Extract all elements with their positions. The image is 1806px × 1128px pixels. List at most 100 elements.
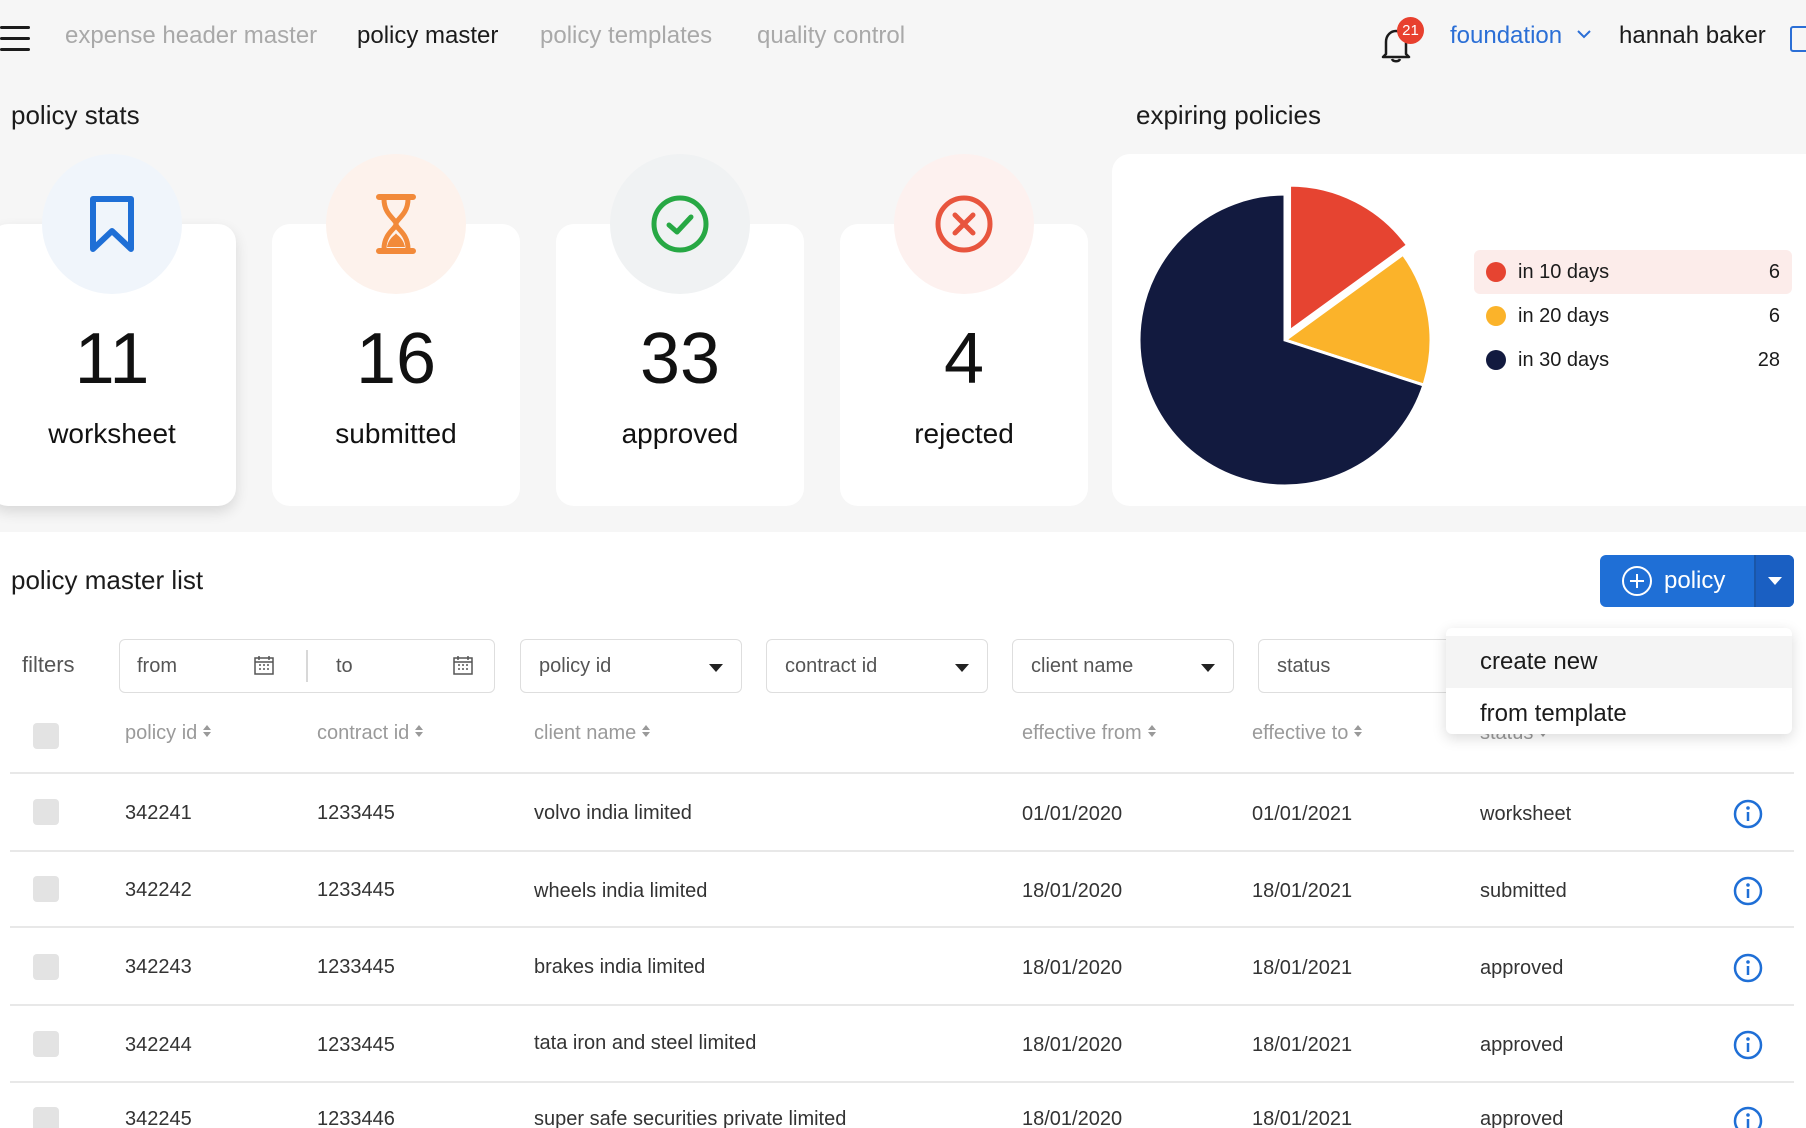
cell-effective-from: 18/01/2020 [1022,1034,1123,1056]
cell-client-name: wheels india limited [534,880,708,902]
sort-icon [415,725,424,737]
client-name-select-label: client name [1031,654,1134,677]
legend-dot-30-days [1486,350,1506,370]
expiring-pie-chart [1137,183,1433,488]
cell-policy-id: 342242 [125,879,192,901]
submitted-count: 16 [355,319,437,399]
legend-value-30-days: 28 [1757,348,1780,371]
table-divider [10,926,1794,928]
from-date-input[interactable]: from [119,639,299,693]
caret-down-icon [955,664,969,672]
tab-policy-master[interactable]: policy master [357,22,499,49]
cell-client-name: volvo india limited [534,802,692,824]
status-select[interactable]: status [1258,639,1480,693]
row-checkbox[interactable] [33,876,59,902]
table-row[interactable]: 342244 1233445 tata iron and steel limit… [0,1018,1806,1094]
org-selector[interactable]: foundation [1450,22,1591,50]
cell-effective-to: 18/01/2021 [1252,880,1353,902]
contract-id-select[interactable]: contract id [766,639,988,693]
info-icon[interactable] [1733,1106,1763,1128]
cell-status: approved [1480,957,1564,979]
table-row[interactable]: 342243 1233445 brakes india limited 18/0… [0,941,1806,1017]
x-circle-icon [935,195,993,253]
table-divider [10,850,1794,852]
column-header-effective-from-label: effective from [1022,722,1142,744]
pie-slice-in-10-days[interactable] [1288,183,1410,335]
policy-id-select[interactable]: policy id [520,639,742,693]
chevron-down-icon [1577,30,1591,39]
logout-icon[interactable] [1790,26,1806,52]
column-header-contract-id-label: contract id [317,722,410,744]
legend-dot-10-days [1486,262,1506,282]
add-policy-dropdown-toggle[interactable] [1754,555,1794,607]
add-policy-button[interactable]: policy [1600,555,1794,607]
approved-label: approved [621,418,739,449]
hourglass-icon [376,194,416,254]
org-selector-label: foundation [1450,22,1563,49]
cell-contract-id: 1233445 [317,802,395,824]
table-divider [10,772,1794,774]
cell-effective-to: 18/01/2021 [1252,957,1353,979]
to-date-input[interactable]: to [318,639,494,693]
select-all-checkbox[interactable] [33,723,59,749]
legend-dot-20-days [1486,306,1506,326]
cell-effective-from: 18/01/2020 [1022,1108,1123,1128]
sort-icon [642,725,651,737]
column-header-effective-to[interactable]: effective to [1252,722,1363,745]
rejected-count: 4 [943,319,985,399]
table-row[interactable]: 342242 1233445 wheels india limited 18/0… [0,864,1806,940]
column-header-effective-from[interactable]: effective from [1022,722,1156,745]
column-header-contract-id[interactable]: contract id [317,722,424,745]
info-icon[interactable] [1733,876,1763,906]
worksheet-count: 11 [74,319,150,399]
worksheet-icon-circle [42,154,182,294]
column-header-client-name[interactable]: client name [534,722,651,745]
caret-down-icon [1201,664,1215,672]
legend-item-20-days[interactable]: in 20 days 6 [1474,294,1792,338]
cell-client-name: super safe securities private limited [534,1108,847,1128]
contract-id-select-label: contract id [785,654,878,677]
table-row[interactable]: 342241 1233445 volvo india limited 01/01… [0,787,1806,863]
row-checkbox[interactable] [33,1031,59,1057]
calendar-icon [254,656,274,675]
info-icon[interactable] [1733,953,1763,983]
table-divider [10,1081,1794,1083]
tab-expense-header-master[interactable]: expense header master [65,22,318,49]
sort-icon [1147,725,1156,737]
top-navigation: expense header master policy master poli… [0,0,1806,78]
policy-stats-title: policy stats [11,100,140,130]
row-checkbox[interactable] [33,1107,59,1128]
date-divider [306,650,308,682]
menu-item-create-new[interactable]: create new [1446,636,1792,688]
approved-icon-circle [610,154,750,294]
row-checkbox[interactable] [33,799,59,825]
legend-item-10-days[interactable]: in 10 days 6 [1474,250,1792,294]
legend-item-30-days[interactable]: in 30 days 28 [1474,338,1792,382]
row-checkbox[interactable] [33,954,59,980]
cell-contract-id: 1233445 [317,879,395,901]
pie-slice-in-30-days[interactable] [1137,192,1426,488]
info-icon[interactable] [1733,799,1763,829]
tab-quality-control[interactable]: quality control [757,22,906,49]
pie-slice-in-20-days[interactable] [1281,252,1433,388]
client-name-select[interactable]: client name [1012,639,1234,693]
hamburger-menu-icon[interactable] [0,26,30,52]
add-policy-main[interactable]: policy [1600,555,1754,607]
to-date-placeholder: to [336,654,353,677]
add-policy-dropdown-menu: create new from template [1446,628,1792,734]
table-row[interactable]: 342245 1233446 super safe securities pri… [0,1094,1806,1128]
info-icon[interactable] [1733,1030,1763,1060]
column-header-policy-id[interactable]: policy id [125,722,212,745]
expiring-policies-title: expiring policies [1136,100,1321,130]
menu-item-from-template[interactable]: from template [1480,700,1627,727]
status-select-label: status [1277,654,1331,677]
column-header-effective-to-label: effective to [1252,722,1349,744]
cell-contract-id: 1233446 [317,1108,395,1128]
user-name[interactable]: hannah baker [1619,22,1766,49]
cell-effective-from: 18/01/2020 [1022,957,1123,979]
cell-effective-to: 01/01/2021 [1252,803,1353,825]
cell-policy-id: 342244 [125,1034,192,1056]
tab-policy-templates[interactable]: policy templates [540,22,713,49]
policy-id-select-label: policy id [539,654,612,677]
table-divider [10,1004,1794,1006]
